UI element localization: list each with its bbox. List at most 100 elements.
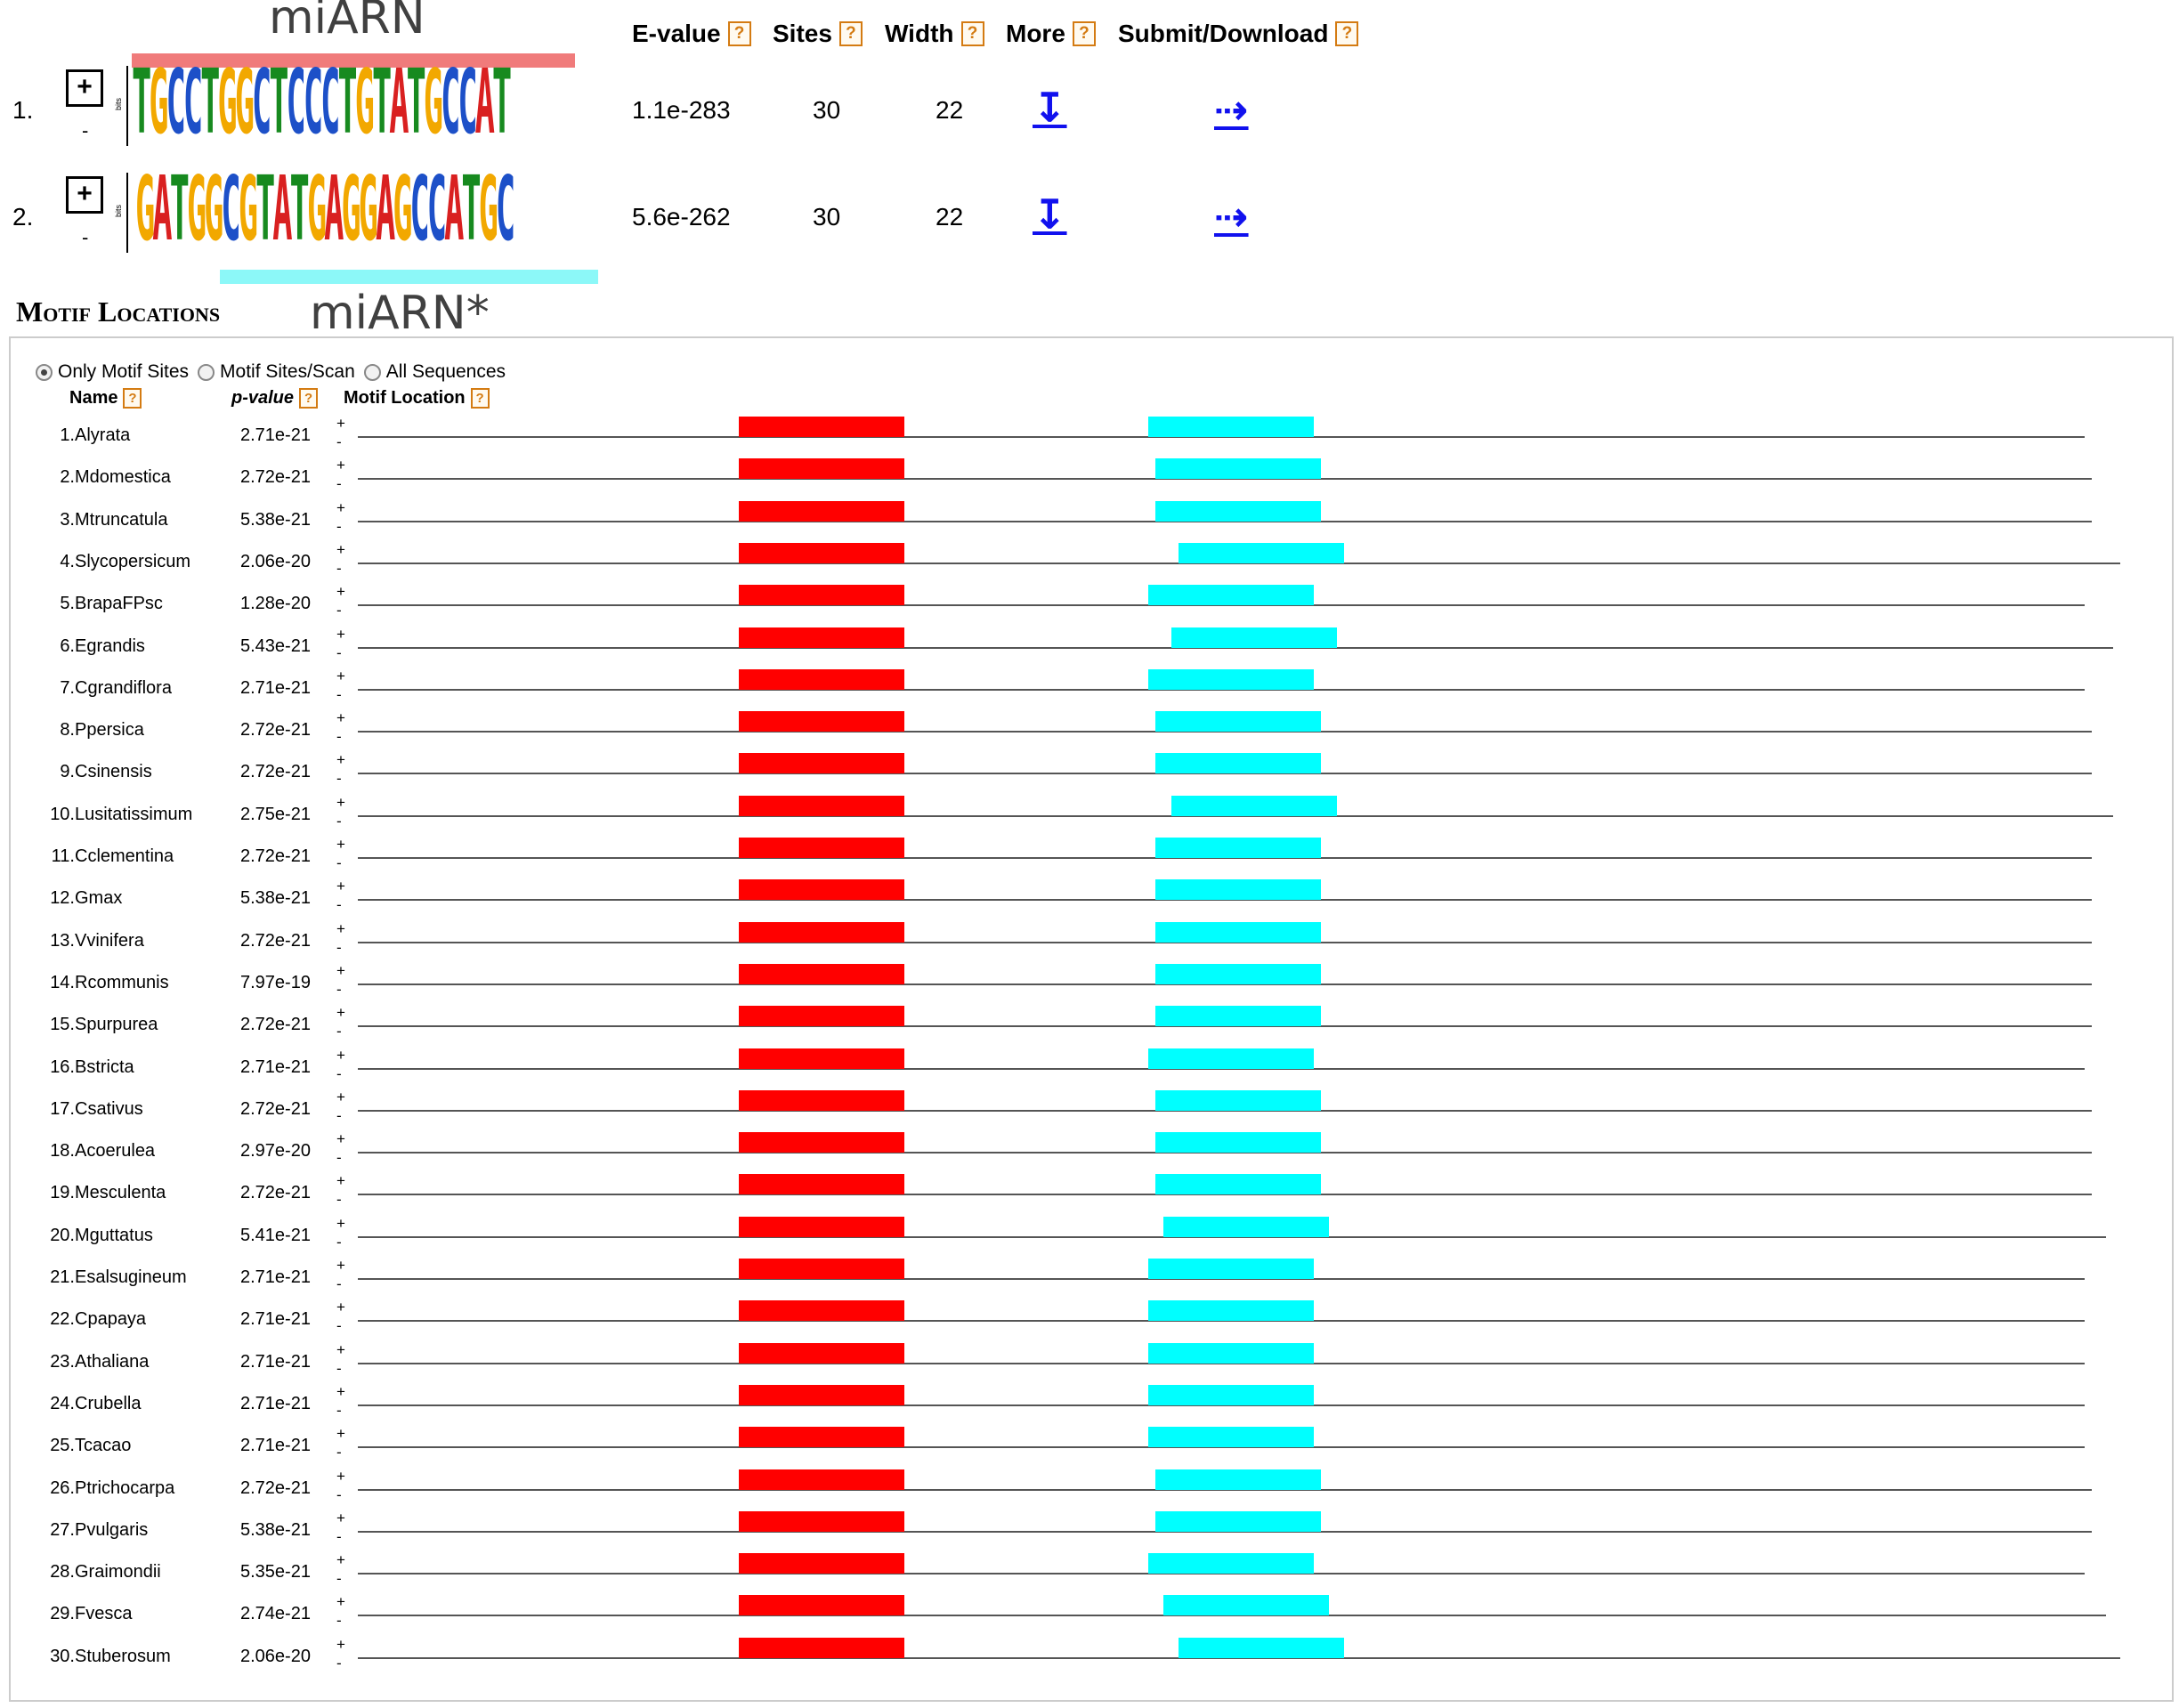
motif1-site-block[interactable] — [739, 585, 904, 606]
motif2-site-block[interactable] — [1155, 711, 1321, 733]
motif1-site-block[interactable] — [739, 458, 904, 480]
collapse-button[interactable]: - — [82, 226, 89, 248]
motif1-site-block[interactable] — [739, 1259, 904, 1279]
help-icon[interactable]: ? — [470, 388, 490, 409]
radio-button[interactable] — [36, 363, 53, 381]
motif1-site-block[interactable] — [739, 838, 904, 858]
motif2-site-block[interactable] — [1155, 753, 1321, 774]
motif2-site-block[interactable] — [1148, 1427, 1314, 1448]
motif2-site-block[interactable] — [1148, 1384, 1314, 1405]
motif1-site-block[interactable] — [739, 668, 904, 690]
motif1-site-block[interactable] — [739, 963, 904, 984]
motif2-site-block[interactable] — [1155, 879, 1321, 901]
radio-button[interactable] — [363, 363, 381, 381]
motif1-site-block[interactable] — [739, 1384, 904, 1405]
motif1-site-block[interactable] — [739, 753, 904, 774]
motif1-site-block[interactable] — [739, 1132, 904, 1154]
motif1-site-block[interactable] — [739, 542, 904, 563]
motif1-site-block[interactable] — [739, 1469, 904, 1490]
motif2-site-block[interactable] — [1155, 1510, 1321, 1532]
motif2-site-block[interactable] — [1148, 417, 1314, 437]
site-row: 14. Rcommunis 7.97e-19 + - — [11, 963, 2174, 1006]
motif1-site-block[interactable] — [739, 1089, 904, 1111]
more-download-icon[interactable]: ↧ — [1033, 85, 1067, 131]
sequence-line — [358, 436, 2085, 438]
motif2-site-block[interactable] — [1163, 1595, 1329, 1616]
help-icon[interactable]: ? — [299, 388, 319, 409]
motif2-site-block[interactable] — [1148, 1300, 1314, 1322]
logo-letter: C — [221, 158, 240, 262]
sequence-line — [358, 1109, 2092, 1112]
motif1-site-block[interactable] — [739, 1300, 904, 1322]
expand-button[interactable]: + — [66, 69, 103, 107]
motif2-site-block[interactable] — [1155, 1089, 1321, 1111]
motif2-site-block[interactable] — [1179, 542, 1344, 563]
motif2-site-block[interactable] — [1155, 963, 1321, 984]
sequence-line — [358, 941, 2092, 943]
name-column-header: Name? — [69, 388, 142, 409]
motif1-site-block[interactable] — [739, 1342, 904, 1364]
motif2-site-block[interactable] — [1148, 1259, 1314, 1279]
motif2-site-block[interactable] — [1155, 458, 1321, 480]
motif1-site-block[interactable] — [739, 711, 904, 733]
motif2-site-block[interactable] — [1148, 585, 1314, 606]
motif2-site-block[interactable] — [1155, 500, 1321, 522]
strand-indicator: + - — [336, 1593, 345, 1630]
motif1-site-block[interactable] — [739, 417, 904, 437]
help-icon[interactable]: ? — [1072, 21, 1096, 46]
motif2-site-block[interactable] — [1148, 1553, 1314, 1574]
site-row: 18. Acoerulea 2.97e-20 + - — [11, 1131, 2174, 1174]
site-pvalue: 2.72e-21 — [240, 1098, 311, 1119]
motif1-site-block[interactable] — [739, 1637, 904, 1658]
motif2-site-block[interactable] — [1148, 1048, 1314, 1069]
help-icon[interactable]: ? — [838, 21, 863, 46]
motif2-site-block[interactable] — [1155, 1132, 1321, 1154]
motif1-site-block[interactable] — [739, 795, 904, 816]
option-only-motif-sites[interactable]: Only Motif Sites — [36, 361, 189, 383]
motif1-site-block[interactable] — [739, 1006, 904, 1027]
motif-width: 22 — [936, 96, 964, 124]
motif2-site-block[interactable] — [1148, 668, 1314, 690]
motif1-site-block[interactable] — [739, 921, 904, 943]
more-download-icon[interactable]: ↧ — [1033, 191, 1067, 238]
motif1-site-block[interactable] — [739, 1553, 904, 1574]
motif1-site-block[interactable] — [739, 1216, 904, 1237]
submit-arrow-icon[interactable]: ⇢ — [1214, 86, 1249, 133]
help-icon[interactable]: ? — [123, 388, 142, 409]
motif1-site-block[interactable] — [739, 1048, 904, 1069]
motif2-site-block[interactable] — [1179, 1637, 1344, 1658]
motif2-site-block[interactable] — [1155, 1174, 1321, 1195]
motif1-site-block[interactable] — [739, 1174, 904, 1195]
motif2-site-block[interactable] — [1171, 795, 1337, 816]
motif2-site-block[interactable] — [1155, 1006, 1321, 1027]
motif2-site-block[interactable] — [1163, 1216, 1329, 1237]
option-motif-sites-scan[interactable]: Motif Sites/Scan — [198, 361, 355, 383]
help-icon[interactable]: ? — [727, 21, 751, 46]
help-icon[interactable]: ? — [960, 21, 984, 46]
collapse-button[interactable]: - — [82, 119, 89, 142]
submit-arrow-icon[interactable]: ⇢ — [1214, 193, 1249, 239]
motif1-site-block[interactable] — [739, 1427, 904, 1448]
motif1-site-block[interactable] — [739, 500, 904, 522]
option-all-sequences[interactable]: All Sequences — [363, 361, 506, 383]
radio-button[interactable] — [198, 363, 215, 381]
motif2-site-block[interactable] — [1155, 838, 1321, 858]
expand-button[interactable]: + — [66, 176, 103, 214]
motif2-site-block[interactable] — [1171, 627, 1337, 648]
motif1-site-block[interactable] — [739, 627, 904, 648]
site-pvalue: 5.38e-21 — [240, 509, 311, 530]
sequence-name: Graimondii — [75, 1562, 161, 1583]
help-icon[interactable]: ? — [1335, 21, 1359, 46]
motif1-site-block[interactable] — [739, 1595, 904, 1616]
motif2-site-block[interactable] — [1155, 921, 1321, 943]
logo-letter: C — [426, 158, 447, 262]
motif1-site-block[interactable] — [739, 879, 904, 901]
motif2-site-block[interactable] — [1148, 1342, 1314, 1364]
motif1-site-block[interactable] — [739, 1510, 904, 1532]
site-row: 15. Spurpurea 2.72e-21 + - — [11, 1005, 2174, 1048]
logo-letter: A — [444, 158, 464, 262]
site-number: 8. — [60, 720, 75, 741]
motif2-site-block[interactable] — [1155, 1469, 1321, 1490]
